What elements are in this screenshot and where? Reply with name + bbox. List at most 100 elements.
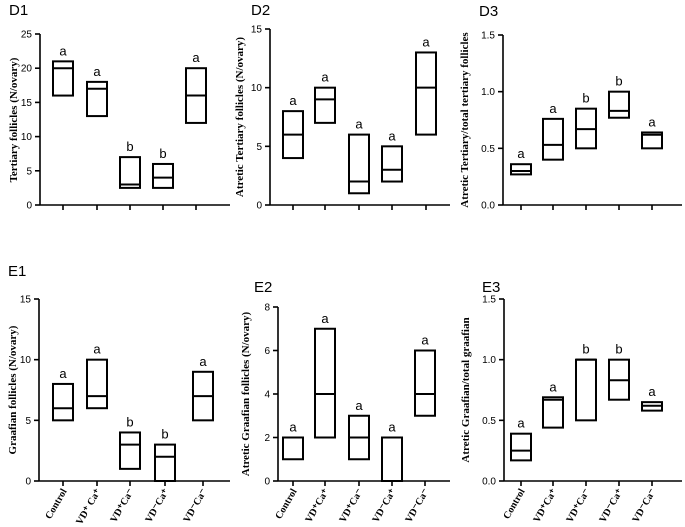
x-category-label: VD⁺Ca⁻	[564, 487, 592, 525]
y-tick-label: 25	[21, 30, 33, 41]
y-tick-label: 0	[256, 201, 262, 212]
significance-letter: a	[549, 101, 557, 116]
y-tick-label: 15	[20, 295, 32, 306]
significance-letter: a	[549, 379, 557, 394]
chart-panel-d2: D2 Atretic Tertiary follicles (N/ovary) 0 5…	[234, 2, 450, 212]
x-category-label: Control	[43, 487, 69, 521]
y-axis-label: Atretic Graafian/total graafian	[460, 317, 472, 462]
box	[119, 431, 141, 470]
x-category-label: VD⁺Ca⁺	[531, 487, 559, 525]
box	[86, 358, 108, 410]
x-category-label: VD⁻Ca⁺	[597, 487, 625, 525]
box	[86, 80, 108, 118]
significance-letter: a	[517, 146, 525, 161]
significance-letter: b	[161, 427, 168, 442]
significance-letter: b	[126, 139, 133, 154]
significance-letter: b	[615, 74, 622, 89]
y-tick-label: 0	[264, 477, 270, 488]
y-tick-label: 10	[20, 355, 32, 366]
box	[415, 51, 437, 136]
significance-letter: a	[355, 117, 363, 132]
significance-letter: b	[582, 91, 589, 106]
y-tick-label: 4	[264, 390, 270, 401]
significance-letter: a	[422, 34, 430, 49]
box	[510, 163, 532, 176]
y-axis-label: Atretic Tertiary follicles (N/ovary)	[234, 37, 246, 197]
y-tick-label: 0.5	[481, 144, 495, 155]
box	[414, 349, 436, 417]
significance-letter: a	[192, 50, 200, 65]
x-category-label: Control	[501, 487, 527, 521]
box	[542, 396, 564, 429]
significance-letter: b	[582, 342, 589, 357]
x-category-label: VD⁻Ca⁺	[370, 487, 398, 525]
significance-letter: a	[59, 43, 67, 58]
y-tick-label: 0.0	[481, 201, 495, 212]
y-tick-label: 10	[251, 83, 263, 94]
box	[348, 133, 370, 195]
panel-label: E2	[254, 279, 272, 296]
y-axis-label: Atretic Tertiary/total tertiary follicle…	[459, 32, 471, 208]
x-category-label: VD⁻Ca⁺	[143, 487, 171, 525]
chart-panel-d1: D1 Tertiary follicles (N/ovary) 0 5 10 15 20 25…	[8, 2, 230, 212]
y-tick-label: 1.0	[481, 87, 495, 98]
x-category-label: Control	[273, 487, 299, 521]
chart-panel-d3: D3 Atretic Tertiary/total tertiary follic…	[459, 3, 682, 212]
significance-letter: a	[321, 311, 329, 326]
panel-label: D3	[479, 3, 498, 20]
y-tick-label: 15	[251, 25, 263, 36]
significance-letter: a	[517, 416, 525, 431]
y-tick-label: 0	[26, 201, 32, 212]
box	[608, 90, 630, 119]
chart-panel-e2: E2 Atretic Graafian follicles (N/ovary) 0 2…	[240, 279, 450, 525]
x-category-label: VD⁺Ca⁺	[303, 487, 331, 525]
significance-letter: a	[93, 64, 101, 79]
y-tick-label: 10	[21, 132, 33, 143]
significance-letter: b	[126, 414, 133, 429]
x-category-label: VD⁺Ca⁻	[108, 487, 136, 525]
significance-letter: b	[159, 146, 166, 161]
box	[314, 327, 336, 439]
box	[314, 86, 336, 124]
significance-letter: a	[648, 384, 656, 399]
y-tick-label: 1.5	[481, 31, 495, 42]
box	[52, 60, 74, 97]
y-tick-label: 0	[25, 477, 31, 488]
y-tick-label: 8	[264, 303, 270, 314]
panel-label: D2	[251, 2, 270, 19]
significance-letter: a	[59, 366, 67, 381]
panel-label: D1	[9, 2, 28, 19]
y-tick-label: 5	[25, 416, 31, 427]
box	[154, 443, 176, 483]
box	[575, 358, 597, 422]
y-tick-label: 2	[264, 433, 270, 444]
significance-letter: a	[648, 114, 656, 129]
x-category-label: VD⁺Ca⁻	[337, 487, 365, 525]
significance-letter: a	[321, 70, 329, 85]
y-tick-label: 0.0	[482, 477, 496, 488]
y-axis-label: Graafian follicles (N/ovary)	[7, 325, 19, 454]
box	[381, 436, 403, 482]
chart-panel-e3: E3 Atretic Graafian/total graafian 0.0 0.5 1…	[460, 279, 682, 525]
box	[381, 145, 403, 183]
x-category-label: VD⁺ Ca⁺	[74, 487, 103, 527]
y-tick-label: 6	[264, 346, 270, 357]
y-tick-label: 0.5	[482, 416, 496, 427]
x-category-label: VD⁻Ca⁻	[630, 487, 658, 525]
significance-letter: b	[615, 342, 622, 357]
significance-letter: a	[199, 354, 207, 369]
box	[152, 162, 174, 189]
significance-letter: a	[93, 342, 101, 357]
significance-letter: a	[388, 128, 396, 143]
significance-letter: a	[388, 420, 396, 435]
y-tick-label: 5	[256, 142, 262, 153]
y-axis-label: Atretic Graafian follicles (N/ovary)	[240, 311, 252, 476]
panel-label: E1	[8, 263, 26, 280]
box	[282, 436, 304, 461]
y-tick-label: 5	[26, 166, 32, 177]
box	[52, 382, 74, 422]
y-tick-label: 20	[21, 64, 33, 75]
y-tick-label: 1.0	[482, 355, 496, 366]
significance-letter: a	[355, 398, 363, 413]
